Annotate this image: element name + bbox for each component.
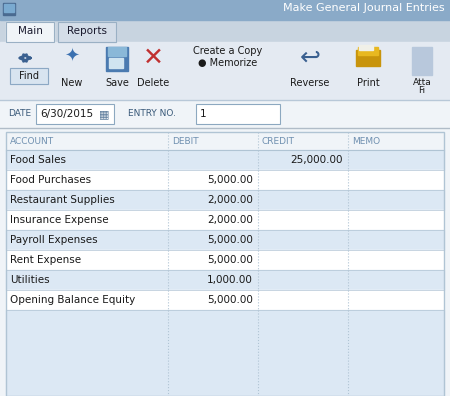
Text: Delete: Delete: [137, 78, 169, 88]
Text: ENTRY NO.: ENTRY NO.: [128, 110, 176, 118]
Bar: [0, 0, 450, 20]
Text: ↩: ↩: [300, 46, 320, 70]
Bar: [6, 210, 444, 230]
Text: DEBIT: DEBIT: [172, 137, 198, 145]
Text: Reverse: Reverse: [290, 78, 330, 88]
Text: Rent Expense: Rent Expense: [10, 255, 81, 265]
Bar: [36, 104, 114, 124]
Bar: [6, 22, 54, 42]
Bar: [109, 58, 123, 68]
Text: ● Memorize: ● Memorize: [198, 58, 257, 68]
Text: Payroll Expenses: Payroll Expenses: [10, 235, 98, 245]
Text: New: New: [61, 78, 83, 88]
Bar: [4, 4, 14, 12]
Bar: [0, 100, 450, 128]
Bar: [6, 310, 444, 396]
Text: Utilities: Utilities: [10, 275, 49, 285]
Bar: [196, 104, 280, 124]
Bar: [106, 47, 128, 71]
Bar: [196, 104, 280, 124]
Text: Insurance Expense: Insurance Expense: [10, 215, 108, 225]
Bar: [6, 132, 444, 396]
Bar: [6, 132, 444, 150]
Bar: [0, 42, 450, 100]
Text: Print: Print: [356, 78, 379, 88]
Text: 5,000.00: 5,000.00: [207, 255, 253, 265]
Text: Food Sales: Food Sales: [10, 155, 66, 165]
Bar: [412, 47, 432, 75]
Bar: [10, 68, 48, 84]
Bar: [108, 47, 126, 56]
Text: Main: Main: [18, 26, 42, 36]
Text: 5,000.00: 5,000.00: [207, 295, 253, 305]
Text: Restaurant Supplies: Restaurant Supplies: [10, 195, 115, 205]
Bar: [36, 104, 114, 124]
Text: 2,000.00: 2,000.00: [207, 195, 253, 205]
Text: ACCOUNT: ACCOUNT: [10, 137, 54, 145]
Text: Opening Balance Equity: Opening Balance Equity: [10, 295, 135, 305]
Text: 2,000.00: 2,000.00: [207, 215, 253, 225]
Bar: [0, 20, 450, 42]
Text: ✕: ✕: [143, 46, 163, 70]
Text: Fi: Fi: [418, 86, 426, 95]
Bar: [58, 22, 116, 42]
Bar: [6, 250, 444, 270]
Bar: [10, 68, 48, 84]
Text: 25,000.00: 25,000.00: [291, 155, 343, 165]
Text: ✦: ✦: [64, 48, 80, 66]
Bar: [356, 50, 380, 66]
Text: Create a Copy: Create a Copy: [194, 46, 263, 56]
Text: CREDIT: CREDIT: [262, 137, 295, 145]
Text: 5,000.00: 5,000.00: [207, 235, 253, 245]
Text: 5,000.00: 5,000.00: [207, 175, 253, 185]
Text: DATE: DATE: [8, 110, 31, 118]
Text: 1,000.00: 1,000.00: [207, 275, 253, 285]
Text: Save: Save: [105, 78, 129, 88]
Bar: [6, 170, 444, 190]
Bar: [3, 3, 15, 15]
Text: Reports: Reports: [67, 26, 107, 36]
Text: Find: Find: [19, 71, 39, 81]
Bar: [6, 230, 444, 250]
Bar: [6, 270, 444, 290]
Text: Atta: Atta: [413, 78, 432, 87]
Text: Food Purchases: Food Purchases: [10, 175, 91, 185]
Bar: [358, 47, 378, 55]
Text: Make General Journal Entries: Make General Journal Entries: [284, 3, 445, 13]
Text: 6/30/2015: 6/30/2015: [40, 109, 93, 119]
Text: 1: 1: [200, 109, 207, 119]
Bar: [58, 22, 116, 42]
Bar: [6, 22, 54, 42]
Bar: [6, 150, 444, 170]
Bar: [6, 290, 444, 310]
Bar: [6, 190, 444, 210]
Bar: [359, 45, 373, 50]
Text: ▦: ▦: [99, 109, 109, 119]
Text: MEMO: MEMO: [352, 137, 380, 145]
